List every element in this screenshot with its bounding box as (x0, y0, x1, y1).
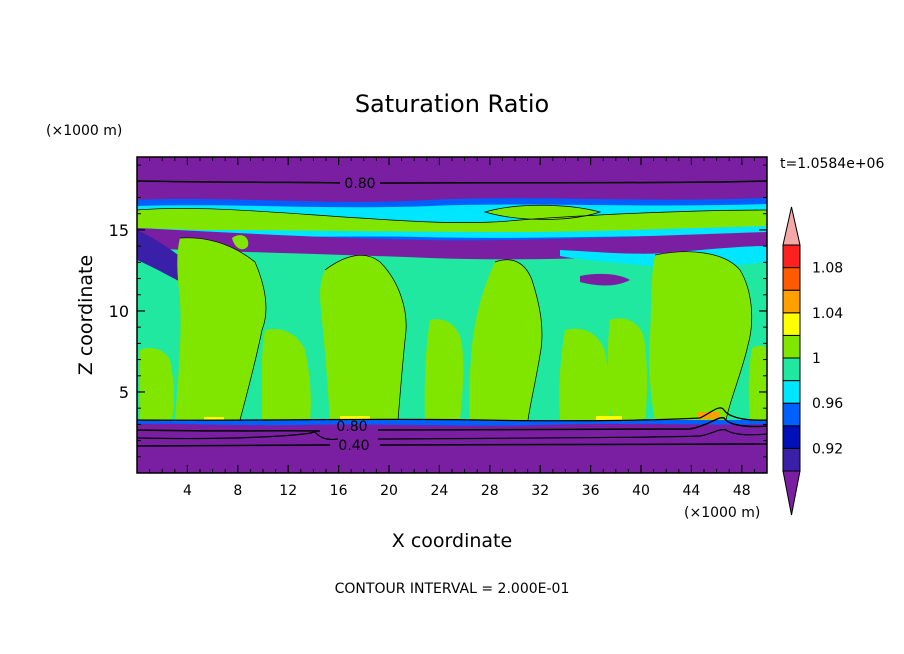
y-tick-label: 15 (109, 221, 129, 240)
colorbar-tick-label: 1.08 (812, 261, 843, 277)
plot-area (137, 157, 767, 473)
x-axis-label: X coordinate (392, 530, 512, 552)
y-unit-label: (×1000 m) (46, 123, 122, 139)
chart-title: Saturation Ratio (355, 90, 549, 118)
field-mid-purple (580, 273, 630, 286)
colorbar-segment (782, 267, 801, 291)
colorbar-tick-label: 1 (812, 351, 821, 367)
field-top-band (137, 157, 767, 203)
x-unit-label: (×1000 m) (684, 505, 760, 521)
x-tick-label: 36 (582, 483, 600, 499)
plume-far-right (748, 345, 767, 420)
hot-spot-3 (698, 412, 720, 419)
colorbar-segment (782, 357, 801, 382)
colorbar: 0.92 0.96 1 1.04 1.08 (782, 206, 843, 516)
colorbar-segment (782, 334, 801, 359)
plume-right (649, 251, 752, 420)
x-tick-label: 20 (380, 483, 398, 499)
field-lower-blue-edge (137, 420, 767, 426)
field-lower-band (137, 420, 767, 473)
x-tick-label: 24 (430, 483, 448, 499)
y-tick-label: 10 (109, 302, 129, 321)
plume-mid-1 (261, 328, 311, 420)
y-axis-label: Z coordinate (75, 255, 97, 375)
x-tick-label: 32 (531, 483, 549, 499)
plume-far-left (140, 348, 175, 420)
colorbar-tick-label: 1.04 (812, 306, 843, 322)
field-upper-green (137, 208, 767, 232)
colorbar-tick-label: 0.92 (812, 441, 843, 457)
x-tick-label: 44 (682, 483, 700, 499)
field-upper-lens (485, 205, 600, 220)
x-tick-label: 4 (183, 483, 192, 499)
colorbar-segment (782, 402, 801, 427)
hot-spot-2 (596, 416, 622, 420)
hot-spot-1 (340, 416, 370, 420)
time-label: t=1.0584e+06 (780, 156, 884, 172)
x-tick-label: 16 (330, 483, 348, 499)
colorbar-segment (782, 425, 801, 449)
colorbar-segment (782, 289, 801, 314)
contour-mid-lower (137, 429, 767, 441)
contour-040 (137, 443, 767, 447)
contour-cloud-base (137, 407, 767, 422)
colorbar-high-triangle (782, 206, 801, 246)
plume-left (175, 237, 266, 420)
x-tick-label: 28 (481, 483, 499, 499)
contour-label-040: 0.40 (338, 438, 369, 454)
contour-label-lower-080: 0.80 (336, 419, 367, 435)
contour-080-lower (137, 417, 767, 432)
contour-texture (137, 204, 767, 421)
x-tick-label: 12 (279, 483, 297, 499)
colorbar-low-triangle (782, 470, 801, 516)
plume-mid-3 (559, 328, 611, 420)
colorbar-segment (782, 312, 801, 336)
plume-wisp (232, 235, 249, 250)
contour-top (137, 180, 767, 184)
plume-center (469, 259, 543, 420)
x-tick-label: 8 (233, 483, 242, 499)
colorbar-segment (782, 380, 801, 404)
field-upper-purple (137, 228, 767, 260)
contour-label-top: 0.80 (344, 176, 375, 192)
hot-spot-4 (204, 417, 224, 420)
x-tick-label: 40 (632, 483, 650, 499)
footer-contour-interval: CONTOUR INTERVAL = 2.000E-01 (335, 581, 570, 597)
y-axis: 5 10 15 (109, 164, 767, 458)
plume-mid-4 (607, 318, 648, 420)
colorbar-tick-label: 0.96 (812, 396, 843, 412)
colorbar-segment (782, 447, 801, 472)
x-axis: 4 8 12 16 20 24 28 32 36 40 44 48 (149, 157, 755, 499)
plume-center-left (320, 255, 407, 420)
y-tick-label: 5 (119, 383, 129, 402)
x-tick-label: 48 (733, 483, 751, 499)
colorbar-segment (782, 244, 801, 269)
plume-mid-2 (424, 319, 464, 420)
